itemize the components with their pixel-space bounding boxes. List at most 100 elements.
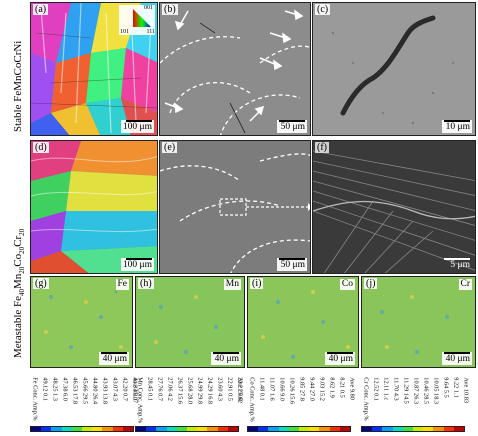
legend-color-swatch (176, 427, 187, 431)
legend-color-swatch (186, 427, 198, 431)
panel-d-scale-text: 100 μm (122, 260, 152, 270)
legend-color-swatch (197, 427, 208, 431)
legend-row: 8.21 0.5 (338, 377, 346, 398)
legend-color-swatch (288, 427, 299, 431)
legend-row: 24.99 29.8 (196, 377, 204, 405)
legend-row: 9.64 5.5 (442, 377, 450, 398)
panel-i-scale-text: 40 μm (328, 354, 353, 364)
legend-color-swatch (112, 427, 123, 431)
legend-row: 24.29 16.8 (206, 377, 214, 405)
panel-a-ebsd-map: (a) 001 101 111 100 μm (30, 2, 158, 136)
legend-color-swatch (227, 427, 238, 431)
panel-j-label: (j) (364, 278, 378, 289)
panel-j-eds-cr: (j) Cr 40 μm (361, 276, 476, 368)
panel-a-label: (a) (33, 4, 49, 15)
legend-color-swatch (268, 427, 279, 431)
legend-row: 45.66 29.5 (81, 377, 89, 405)
panel-e-label: (e) (162, 142, 178, 153)
panel-a-scale-bar: 100 μm (120, 120, 154, 133)
legend-color-swatch (217, 427, 228, 431)
panel-e-scale-text: 50 μm (280, 260, 305, 270)
legend-color-swatch (298, 427, 310, 431)
legend-color-swatch (41, 427, 52, 431)
sem-image-f (313, 141, 475, 273)
panel-c-label: (c) (315, 4, 331, 15)
legend-color-swatch (433, 427, 444, 431)
panel-j-scale-text: 40 μm (445, 354, 470, 364)
legend-color-swatch (146, 427, 157, 431)
legend-color-bar (135, 426, 239, 432)
legend-color-swatch (412, 427, 424, 431)
legend-color-swatch (319, 427, 330, 431)
panel-c-scale-text: 10 μm (445, 122, 470, 132)
legend-color-swatch (402, 427, 413, 431)
scale-bar-line (279, 258, 305, 260)
panel-b-sem: (b) 50 μm (159, 2, 311, 136)
panel-h-scale-text: 40 μm (214, 354, 239, 364)
panel-g-label: (g) (33, 278, 49, 289)
legend-color-swatch (102, 427, 113, 431)
scale-bar-line (279, 120, 305, 122)
legend-color-bar (247, 426, 351, 432)
legend-row: 48.25 1.3 (51, 377, 59, 401)
panel-j-scale-bar: 40 μm (442, 352, 472, 365)
panel-i-element: Co (339, 279, 355, 290)
legend-row: 23.60 4.3 (216, 377, 224, 401)
legend-color-swatch (156, 427, 167, 431)
scale-bar-line (444, 258, 470, 260)
legend-color-swatch (166, 427, 177, 431)
panel-f-label: (f) (315, 142, 329, 153)
legend-row: 11.48 0.1 (258, 377, 266, 401)
legend-row: 10.66 9.0 (278, 377, 286, 401)
legend-row: 27.76 0.7 (156, 377, 164, 401)
legend-color-swatch (329, 427, 340, 431)
panel-g-element: Fe (115, 279, 129, 290)
legend-row: 28.45 0.1 (146, 377, 154, 401)
ipf-color-key: 001 101 111 (119, 5, 155, 35)
panel-i-label: (i) (250, 278, 264, 289)
panel-g-scale-text: 40 μm (102, 354, 127, 364)
legend-color-swatch (382, 427, 393, 431)
ipf-key-top: 001 (144, 5, 153, 11)
legend-row: Ave 9.80 (348, 377, 356, 400)
legend-color-swatch (61, 427, 72, 431)
ipf-key-right: 111 (146, 29, 155, 35)
legend-row: 9.03 15.2 (318, 377, 326, 401)
panel-g-scale-bar: 40 μm (99, 352, 129, 365)
panel-h-label: (h) (138, 278, 154, 289)
legend-color-swatch (423, 427, 434, 431)
scale-bar-line (126, 120, 152, 122)
legend-row: 43.07 4.3 (111, 377, 119, 401)
legend-row: 11.29 14.5 (402, 377, 410, 404)
legend-row: 8.62 1.9 (328, 377, 336, 398)
ebsd-map-d (31, 141, 157, 273)
legend-row: 10.87 26.3 (412, 377, 420, 405)
ipf-key-left: 101 (120, 29, 129, 35)
legend-row: 9.22 1.1 (452, 377, 460, 398)
legend-row: 42.20 0.7 (121, 377, 129, 401)
legend-color-swatch (258, 427, 269, 431)
panel-c-scale-bar: 10 μm (442, 120, 472, 133)
sem-image-e (160, 141, 310, 273)
legend-row: 10.46 28.5 (422, 377, 430, 405)
panel-h-scale-bar: 40 μm (211, 352, 241, 365)
legend-color-swatch (248, 427, 259, 431)
panel-j-element: Cr (458, 279, 472, 290)
panel-i-eds-co: (i) Co 40 μm (247, 276, 359, 368)
scale-bar-line (444, 120, 470, 122)
legend-color-swatch (136, 427, 147, 431)
legend-row: 11.07 1.6 (268, 377, 276, 401)
scale-bar-line (327, 352, 353, 354)
scale-bar-line (126, 258, 152, 260)
panel-e-sem: (e) 50 μm (159, 140, 311, 274)
legend-color-swatch (443, 427, 454, 431)
panel-e-scale-bar: 50 μm (277, 258, 307, 271)
panel-f-scale-bar: 5 μm (442, 258, 472, 271)
legend-color-swatch (122, 427, 133, 431)
legend-color-swatch (309, 427, 320, 431)
legend-color-swatch (51, 427, 62, 431)
legend-row: 9.85 27.8 (298, 377, 306, 401)
row-label-stable: Stable FeMnCoCrNi (12, 40, 24, 132)
legend-color-bar (361, 426, 465, 432)
eds-map-j (362, 277, 475, 367)
